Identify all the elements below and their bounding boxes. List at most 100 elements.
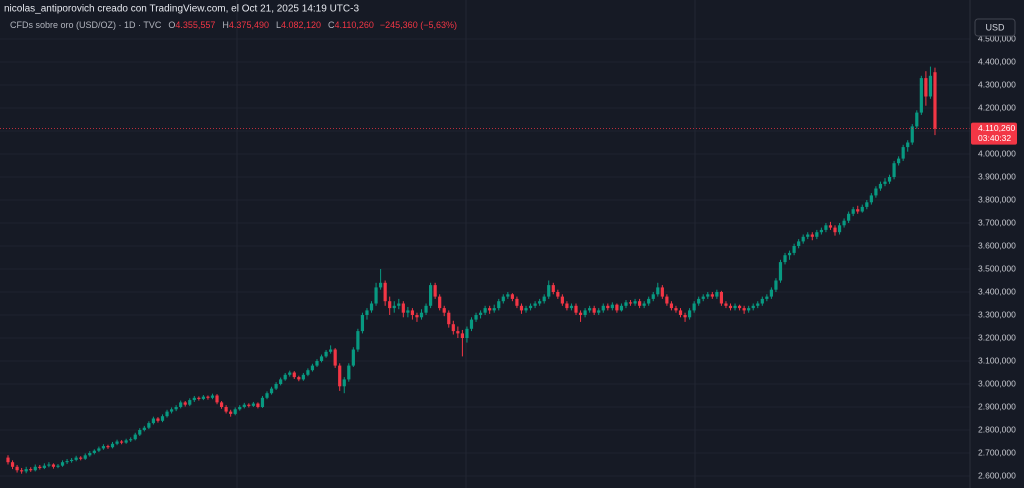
candle-body — [651, 294, 655, 299]
candle-body — [515, 298, 519, 306]
y-tick-label: 3.900,000 — [978, 171, 1016, 181]
y-tick-label: 3.800,000 — [978, 194, 1016, 204]
candle-body — [410, 310, 415, 315]
candle-body — [833, 227, 837, 233]
candle-body — [51, 464, 56, 467]
candle-body — [124, 440, 128, 443]
candle-body — [60, 462, 65, 466]
candle-body — [292, 372, 296, 378]
candle-body — [256, 403, 260, 407]
candle-body — [360, 315, 365, 332]
y-tick-label: 3.500,000 — [978, 263, 1016, 273]
candle-body — [401, 303, 405, 313]
candle-body — [428, 285, 433, 306]
candle-body — [151, 418, 156, 424]
candle-body — [501, 296, 505, 302]
candle-body — [215, 395, 219, 403]
candle-body — [20, 470, 24, 472]
y-tick-label: 3.400,000 — [978, 286, 1016, 296]
candle-body — [678, 310, 683, 315]
candle-body — [510, 294, 514, 299]
legend: CFDs sobre oro (USD/OZ) · 1D · TVC O4.355… — [10, 20, 457, 30]
candle-body — [638, 301, 642, 306]
candle-body — [874, 188, 878, 196]
y-tick-label: 2.800,000 — [978, 424, 1016, 434]
candle-body — [92, 450, 96, 453]
candle-body — [624, 302, 628, 306]
legend-key: H — [222, 20, 229, 30]
candle-body — [342, 379, 346, 387]
countdown-label: 03:40:32 — [978, 133, 1011, 143]
candle-body — [497, 301, 501, 309]
candle-body — [910, 126, 914, 143]
candle-body — [806, 234, 810, 237]
candle-body — [224, 407, 228, 412]
y-tick-label: 2.700,000 — [978, 447, 1016, 457]
candle-body — [597, 310, 601, 313]
legend-key: O — [168, 20, 175, 30]
candle-body — [737, 305, 742, 309]
candle-body — [837, 225, 842, 233]
candle-body — [801, 236, 805, 242]
candle-body — [10, 462, 15, 467]
candle-body — [560, 296, 564, 304]
currency-button[interactable] — [974, 18, 1016, 37]
candle-body — [447, 312, 451, 325]
legend-value: 4.355,557 — [175, 20, 215, 30]
candle-body — [569, 305, 574, 309]
candle-body — [38, 466, 42, 468]
y-tick-label: 4.500,000 — [978, 33, 1016, 43]
candle-body — [742, 308, 746, 311]
candle-body — [379, 282, 383, 288]
candle-body — [47, 464, 51, 466]
candle-body — [97, 448, 101, 451]
legend-value: 4.375,490 — [229, 20, 269, 30]
candle-body — [260, 397, 265, 407]
candle-body — [210, 395, 215, 398]
candle-body — [329, 349, 333, 352]
y-tick-label: 3.300,000 — [978, 309, 1016, 319]
candle-body — [201, 396, 205, 399]
last-price-box — [971, 122, 1017, 145]
candle-body — [660, 287, 664, 297]
candle-body — [928, 75, 933, 97]
legend-value: 4.110,260 — [335, 20, 374, 30]
candle-body — [419, 312, 424, 318]
candle-body — [524, 308, 528, 311]
candle-body — [424, 305, 428, 313]
candle-body — [774, 280, 778, 290]
candle-body — [433, 285, 437, 297]
candle-body — [824, 225, 828, 230]
candle-body — [247, 404, 251, 406]
candle-body — [792, 246, 796, 253]
candle-body — [519, 305, 524, 311]
candle-body — [528, 305, 533, 309]
candle-body — [724, 303, 728, 306]
candle-body — [878, 183, 883, 189]
candle-body — [374, 287, 378, 304]
candle-body — [110, 443, 115, 448]
candle-body — [106, 446, 110, 448]
candle-body — [542, 296, 546, 302]
candle-body — [74, 457, 78, 460]
candle-body — [688, 310, 692, 318]
y-tick-label: 2.900,000 — [978, 401, 1016, 411]
candle-body — [751, 305, 755, 309]
candle-body — [819, 229, 823, 233]
legend-symbol: CFDs sobre oro (USD/OZ) · 1D · TVC — [10, 20, 162, 30]
candle-body — [665, 296, 669, 304]
legend-key: C — [328, 20, 335, 30]
candle-body — [933, 72, 937, 129]
legend-key: L — [276, 20, 281, 30]
candle-body — [533, 303, 537, 306]
candle-body — [810, 234, 814, 237]
candle-body — [24, 469, 28, 472]
candle-body — [115, 441, 119, 444]
currency-label[interactable]: USD — [985, 22, 1005, 32]
candle-body — [578, 312, 583, 315]
candle-body — [883, 181, 887, 184]
candle-body — [242, 404, 246, 407]
candle-body — [615, 304, 619, 311]
candle-body — [692, 303, 696, 311]
